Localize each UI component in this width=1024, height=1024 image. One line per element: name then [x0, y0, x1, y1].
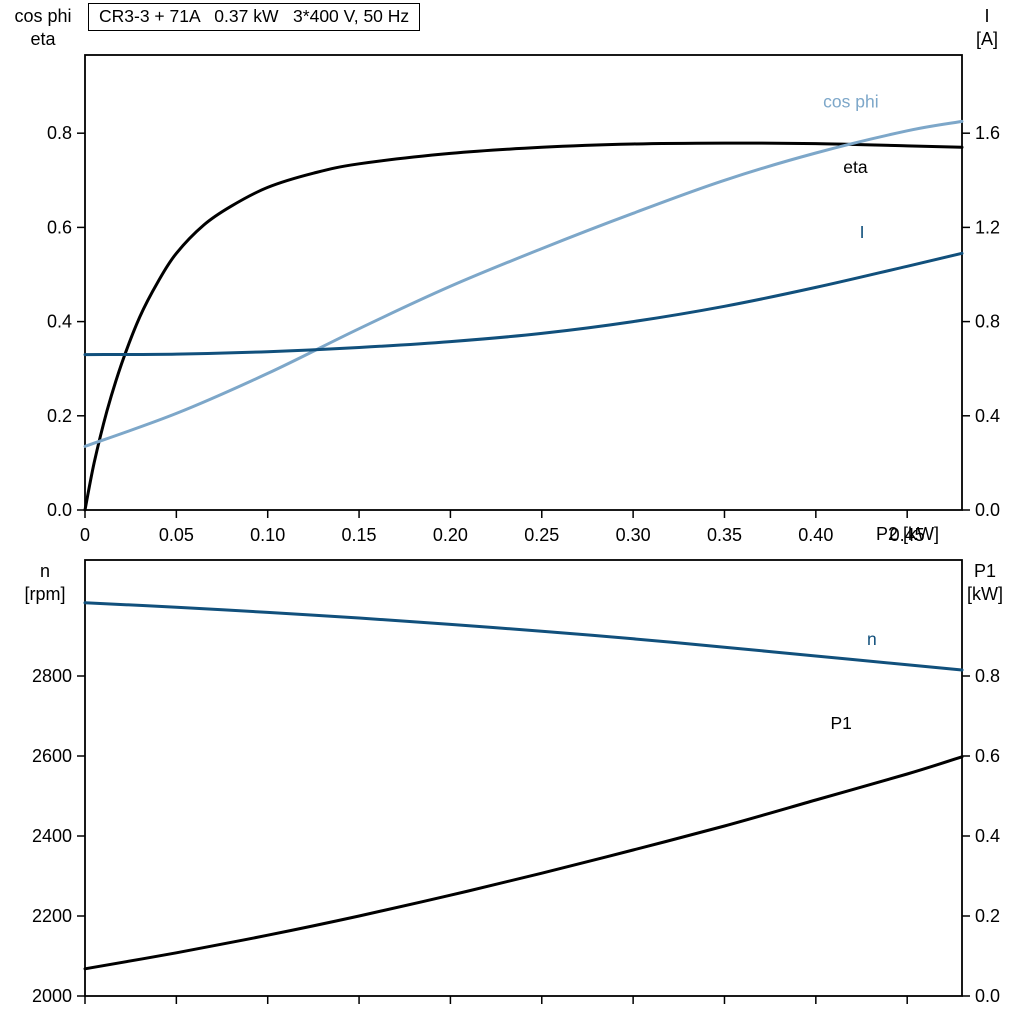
left-tick-label: 0.8 [47, 123, 72, 143]
left-tick-label: 0.2 [47, 406, 72, 426]
top-right-axis-title-line2: [A] [975, 29, 998, 49]
x-tick-label: 0.25 [524, 525, 559, 545]
series-label-power-P1: P1 [830, 713, 851, 733]
left-tick-label: 0.4 [47, 312, 72, 332]
x-tick-label: 0.45 [890, 525, 925, 545]
series-curve-cos-phi [83, 119, 964, 448]
right-tick-label: 0.8 [975, 666, 1000, 686]
right-tick-label: 0.6 [975, 746, 1000, 766]
plot-frame [84, 559, 963, 997]
x-tick-label: 0 [80, 525, 90, 545]
bottom-right-axis-title-line1: P1 [973, 561, 997, 581]
right-tick-label: 0.0 [975, 986, 1000, 1006]
series-curve-current-I [83, 251, 964, 357]
x-tick-label: 0.15 [342, 525, 377, 545]
series-label-cos-phi: cos phi [823, 91, 878, 111]
x-tick-label: 0.10 [250, 525, 285, 545]
x-axis-label: P2 [kW] [876, 524, 940, 544]
plot-frame [84, 54, 963, 511]
left-tick-label: 0.6 [47, 217, 72, 237]
top-left-axis-title-line1: cos phi [14, 6, 72, 26]
bottom-left-axis-title-line1: n [39, 561, 50, 581]
right-tick-label: 0.0 [975, 500, 1000, 520]
x-tick-label: 0.20 [433, 525, 468, 545]
bottom-chart-svg: 2000 2200 2400 2600 2800 0.0 0.2 0.4 0.6 0.8 n P1 [32, 559, 1000, 1006]
x-tick-label: 0.05 [159, 525, 194, 545]
x-tick-label: 0.35 [707, 525, 742, 545]
top-right-axis-title-line1: I [984, 6, 990, 26]
right-tick-label: 0.2 [975, 906, 1000, 926]
left-tick-label: 2200 [32, 906, 72, 926]
bottom-left-axis-title-line2: [rpm] [24, 584, 66, 604]
right-tick-label: 1.2 [975, 217, 1000, 237]
right-tick-label: 0.4 [975, 406, 1000, 426]
series-curve-eta [83, 141, 964, 512]
left-tick-label: 2600 [32, 746, 72, 766]
right-tick-label: 1.6 [975, 123, 1000, 143]
bottom-right-axis-title-line2: [kW] [967, 584, 1003, 604]
chart-title-box: CR3-3 + 71A 0.37 kW 3*400 V, 50 Hz [88, 3, 421, 31]
x-tick-label: 0.30 [616, 525, 651, 545]
top-left-axis-title-line2: eta [30, 29, 56, 49]
left-tick-label: 2400 [32, 826, 72, 846]
left-tick-label: 0.0 [47, 500, 72, 520]
series-curve-speed-n [83, 601, 964, 672]
top-chart-svg: 0.0 0.2 0.4 0.6 0.8 0.0 0.4 0.8 1.2 1.6 0 0.05 0.10 0… [47, 54, 1000, 545]
x-tick-label: 0.40 [798, 525, 833, 545]
series-curve-power-P1 [83, 755, 964, 971]
left-tick-label: 2000 [32, 986, 72, 1006]
right-tick-label: 0.4 [975, 826, 1000, 846]
left-tick-label: 2800 [32, 666, 72, 686]
series-label-current-I: I [860, 222, 865, 242]
series-label-speed-n: n [867, 629, 877, 649]
right-tick-label: 0.8 [975, 312, 1000, 332]
series-label-eta: eta [843, 157, 868, 177]
